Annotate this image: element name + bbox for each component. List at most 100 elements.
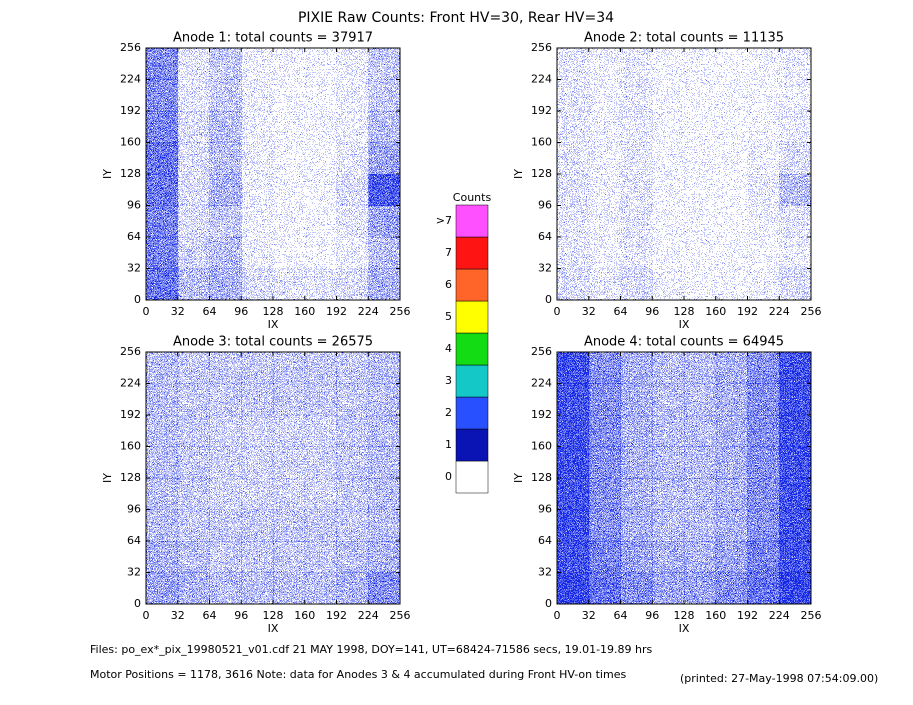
x-tick-label: 192 xyxy=(326,609,347,622)
density-cell xyxy=(620,352,653,384)
density-cell xyxy=(336,509,369,542)
density-cell xyxy=(336,541,369,573)
y-tick-label: 32 xyxy=(538,566,552,579)
density-cell xyxy=(747,509,780,542)
density-cell xyxy=(273,541,306,573)
density-field xyxy=(146,48,401,301)
y-tick-label: 32 xyxy=(127,262,141,275)
density-cell xyxy=(146,142,179,175)
density-cell xyxy=(336,79,369,112)
x-tick-label: 0 xyxy=(554,609,561,622)
x-tick-label: 128 xyxy=(674,609,695,622)
density-cell xyxy=(684,478,717,510)
y-axis-label: IY xyxy=(101,473,114,483)
density-cell xyxy=(146,352,179,384)
y-tick-label: 160 xyxy=(120,136,141,149)
x-tick-label: 128 xyxy=(263,305,284,318)
density-cell xyxy=(146,111,179,143)
density-cell xyxy=(588,415,621,447)
density-cell xyxy=(747,111,780,143)
x-tick-label: 224 xyxy=(769,609,790,622)
density-cell xyxy=(557,352,590,384)
density-cell xyxy=(557,509,590,542)
density-cell xyxy=(620,572,653,605)
density-cell xyxy=(620,205,653,238)
density-cell xyxy=(273,478,306,510)
density-cell xyxy=(177,352,210,384)
density-cell xyxy=(747,383,780,416)
y-tick-label: 128 xyxy=(120,167,141,180)
x-axis-label: IX xyxy=(268,318,279,331)
density-cell xyxy=(273,205,306,238)
density-cell xyxy=(241,509,274,542)
x-tick-label: 0 xyxy=(554,305,561,318)
density-cell xyxy=(336,205,369,238)
y-tick-label: 96 xyxy=(127,199,141,212)
density-cell xyxy=(588,205,621,238)
density-cell xyxy=(747,142,780,175)
density-cell xyxy=(304,48,337,80)
y-tick-label: 0 xyxy=(545,597,552,610)
x-axis-label: IX xyxy=(268,622,279,635)
density-cell xyxy=(684,415,717,447)
y-tick-label: 64 xyxy=(127,534,141,547)
x-tick-label: 128 xyxy=(263,609,284,622)
x-tick-label: 32 xyxy=(171,305,185,318)
density-cell xyxy=(588,352,621,384)
density-cell xyxy=(779,415,812,447)
density-cell xyxy=(747,174,780,206)
figure-title: PIXIE Raw Counts: Front HV=30, Rear HV=3… xyxy=(298,10,614,26)
density-cell xyxy=(620,237,653,269)
density-cell xyxy=(779,111,812,143)
y-tick-label: 160 xyxy=(120,440,141,453)
density-cell xyxy=(177,446,210,479)
colorbar-label: 4 xyxy=(445,342,452,355)
density-cell xyxy=(368,478,401,510)
density-cell xyxy=(209,478,242,510)
density-cell xyxy=(779,352,812,384)
colorbar-swatch xyxy=(455,300,489,334)
y-tick-label: 128 xyxy=(120,471,141,484)
density-cell xyxy=(177,541,210,573)
density-cell xyxy=(557,205,590,238)
density-cell xyxy=(779,142,812,175)
density-cell xyxy=(241,541,274,573)
density-cell xyxy=(273,111,306,143)
density-cell xyxy=(304,237,337,269)
density-cell xyxy=(368,174,401,206)
density-cell xyxy=(779,446,812,479)
density-cell xyxy=(620,383,653,416)
density-cell xyxy=(684,541,717,573)
density-cell xyxy=(557,572,590,605)
density-cell xyxy=(684,237,716,269)
density-cell xyxy=(241,237,274,269)
density-cell xyxy=(620,541,653,573)
density-cell xyxy=(588,572,621,605)
density-cell xyxy=(146,415,179,447)
density-cell xyxy=(304,268,337,301)
density-cell xyxy=(747,478,780,510)
density-cell xyxy=(588,268,621,301)
colorbar-label: 2 xyxy=(445,406,452,419)
density-cell xyxy=(304,572,337,605)
density-cell xyxy=(336,352,369,384)
density-cell xyxy=(177,48,210,80)
density-cell xyxy=(716,80,748,112)
x-tick-label: 32 xyxy=(582,305,596,318)
y-tick-label: 224 xyxy=(531,73,552,86)
density-cell xyxy=(146,572,179,605)
y-tick-label: 64 xyxy=(127,230,141,243)
density-cell xyxy=(684,111,716,143)
density-cell xyxy=(209,237,242,269)
density-cell xyxy=(779,383,812,416)
y-tick-label: 96 xyxy=(538,503,552,516)
y-tick-label: 160 xyxy=(531,440,552,453)
footer-printed: (printed: 27-May-1998 07:54:09.00) xyxy=(680,672,878,685)
density-cell xyxy=(368,205,401,238)
density-cell xyxy=(304,79,337,112)
density-cell xyxy=(652,237,685,269)
colorbar-label: 3 xyxy=(445,374,452,387)
density-cell xyxy=(273,509,306,542)
x-tick-label: 224 xyxy=(358,609,379,622)
density-cell xyxy=(177,383,210,416)
